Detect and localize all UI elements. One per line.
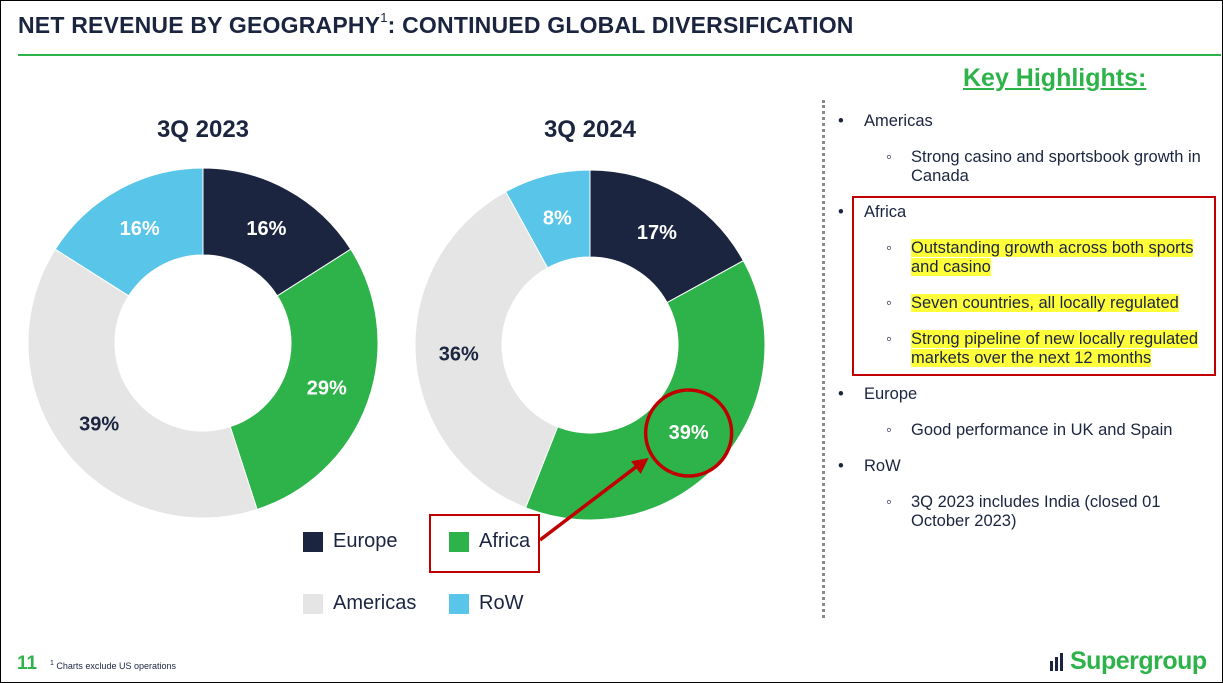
legend-label: RoW — [479, 592, 524, 614]
highlight-sub-item: Strong casino and sportsbook growth in C… — [838, 148, 1218, 186]
slice-row-0 — [54, 167, 204, 297]
legend-label: Africa — [479, 530, 531, 552]
charts-area: 3Q 2023 16% 29% 39% 16% 3Q 2024 17% 39% 36% 8% — [0, 60, 800, 640]
legend-item-americas: Americas — [303, 592, 416, 615]
slice-africa-1 — [524, 260, 766, 521]
africa-highlight-circle — [643, 388, 734, 478]
chart-title-0: 3Q 2023 — [157, 116, 249, 143]
africa-callout-box — [852, 196, 1216, 376]
callout-arrow-head — [631, 457, 649, 474]
slice-label-africa-0: 29% — [307, 378, 347, 400]
donut-charts: 3Q 2023 16% 29% 39% 16% 3Q 2024 17% 39% 36% 8% — [27, 116, 766, 542]
highlight-sub-item: Outstanding growth across both sports an… — [838, 239, 1218, 277]
legend-swatch — [303, 593, 323, 614]
legend-swatch — [449, 531, 469, 552]
highlight-sub-item: Good performance in UK and Spain — [838, 421, 1218, 440]
legend-item-africa: Africa — [449, 530, 530, 553]
logo-bars-icon — [1050, 652, 1065, 671]
slice-row-1 — [505, 169, 591, 269]
footnote: 1 Charts exclude US operations — [50, 660, 176, 671]
callout-arrow-line — [538, 460, 644, 542]
title-underline — [18, 54, 1221, 56]
key-highlights-title: Key Highlights: — [963, 64, 1147, 92]
page-title: NET REVENUE BY GEOGRAPHY1: CONTINUED GLO… — [18, 10, 854, 38]
legend-label: Americas — [333, 592, 417, 614]
legend-item-europe: Europe — [303, 530, 398, 553]
highlight-row: RoW — [838, 457, 1218, 476]
slice-label-row-1: 8% — [543, 208, 572, 230]
chart-title-1: 3Q 2024 — [544, 116, 637, 143]
highlight-sub-item: Seven countries, all locally regulated — [838, 294, 1218, 313]
page-number: 11 — [17, 653, 38, 674]
slice-africa-0 — [229, 248, 379, 511]
highlight-sub-item: 3Q 2023 includes India (closed 01 Octobe… — [838, 493, 1218, 531]
highlights-list: Americas Strong casino and sportsbook gro… — [838, 112, 1218, 548]
africa-legend-callout-box — [429, 514, 540, 573]
slice-americas-0 — [27, 248, 258, 519]
legend-item-row: RoW — [449, 592, 523, 615]
slice-label-europe-0: 16% — [246, 218, 286, 240]
legend-swatch — [303, 531, 323, 552]
highlight-americas: Americas — [838, 112, 1218, 131]
slice-americas-1 — [414, 190, 559, 509]
slice-label-row-0: 16% — [120, 218, 160, 240]
highlight-africa: Africa — [838, 203, 1218, 222]
legend-label: Europe — [333, 530, 398, 552]
dotted-divider — [822, 100, 825, 618]
highlight-europe: Europe — [838, 385, 1218, 404]
slice-label-americas-0: 39% — [79, 414, 119, 436]
slice-label-americas-1: 36% — [439, 343, 479, 365]
slice-label-africa-1: 39% — [669, 422, 709, 444]
highlight-sub-item: Strong pipeline of new locally regulated… — [838, 330, 1218, 368]
slice-label-europe-1: 17% — [637, 222, 677, 244]
supergroup-logo: Supergroup — [1050, 647, 1207, 676]
legend-swatch — [449, 593, 469, 614]
